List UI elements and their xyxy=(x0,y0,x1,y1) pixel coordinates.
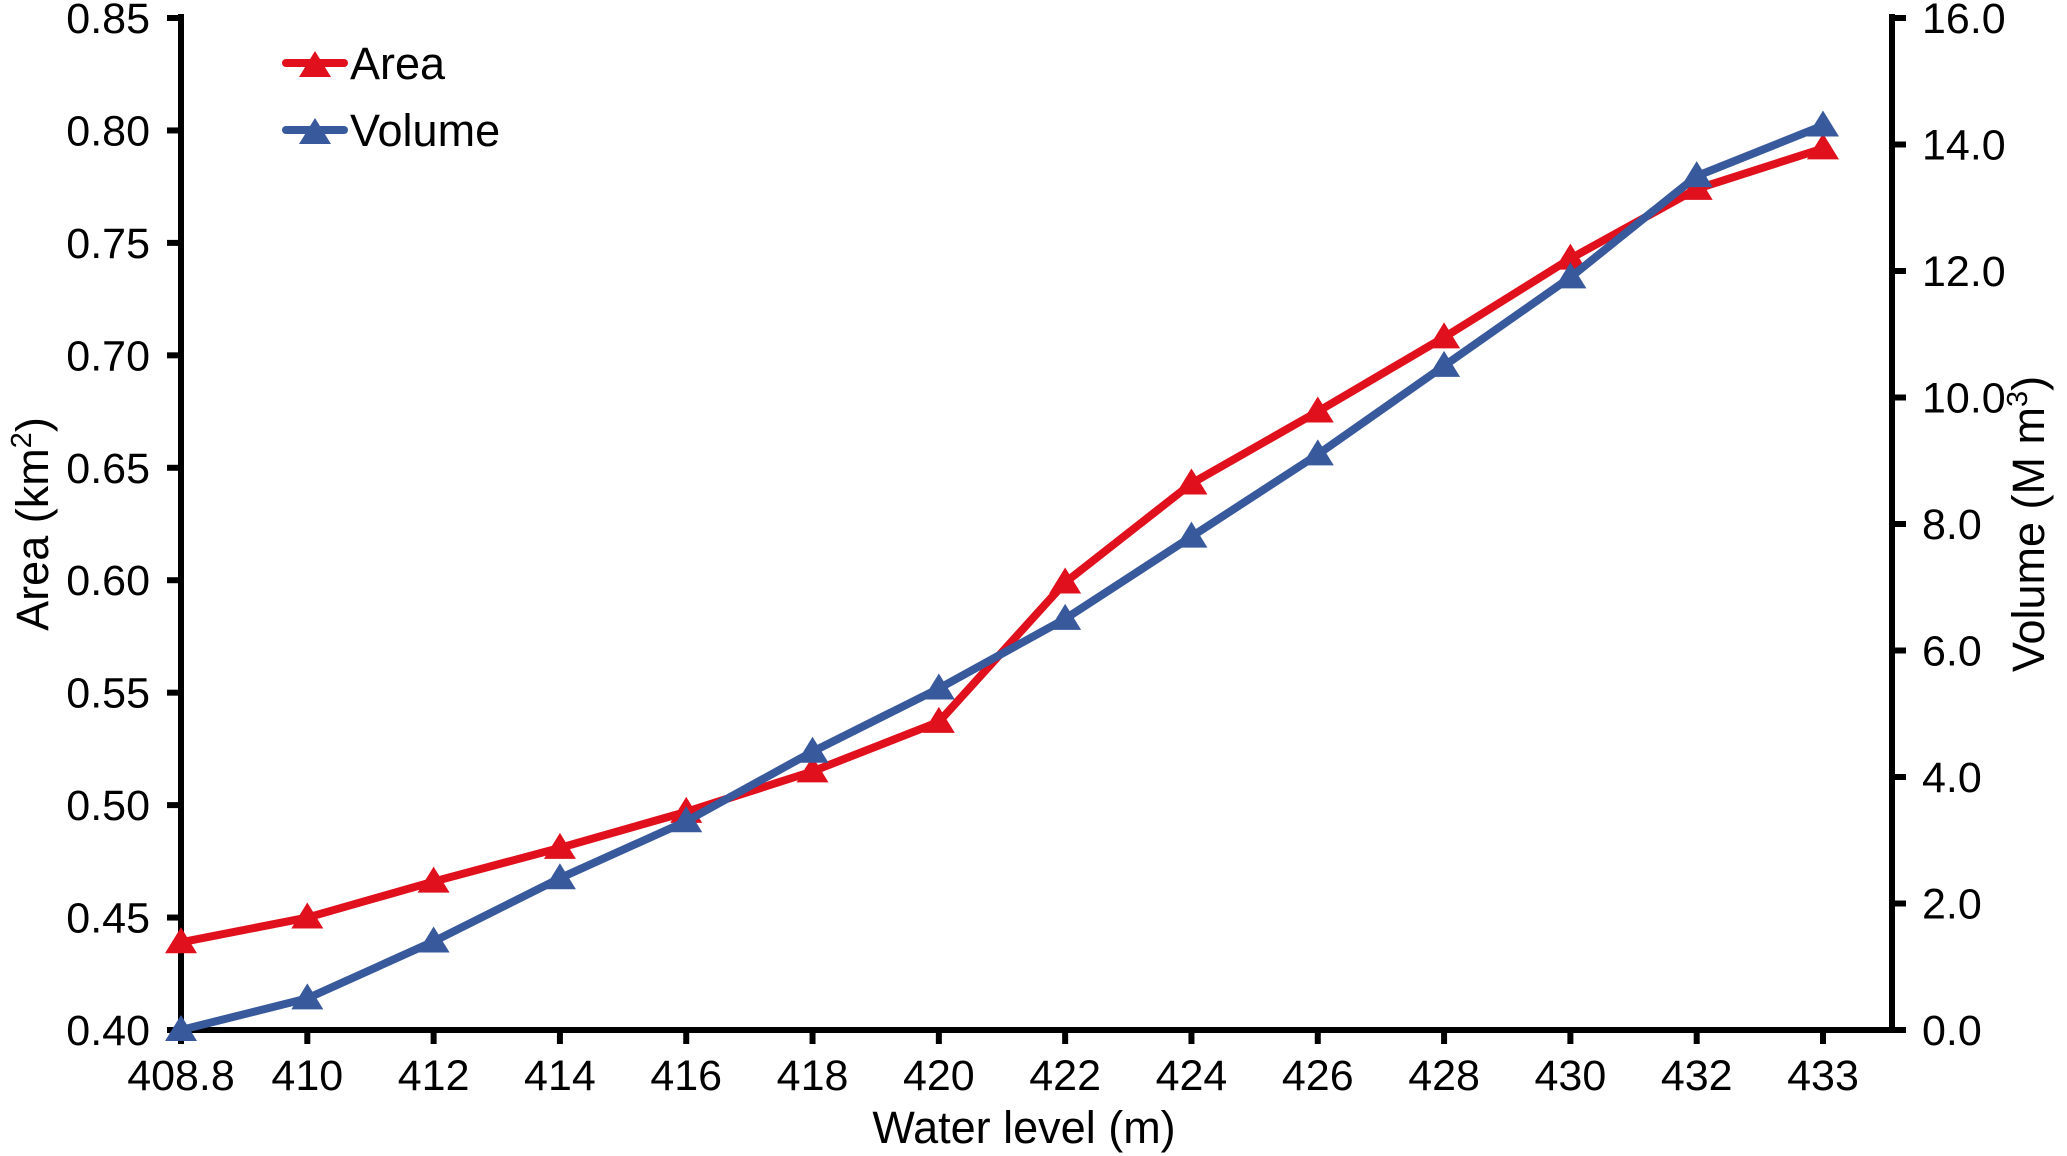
data-point-marker xyxy=(796,756,829,783)
x-axis-tick-label: 433 xyxy=(1787,1052,1859,1100)
left-axis-tick-label: 0.80 xyxy=(66,107,150,155)
data-point-marker xyxy=(670,806,703,833)
right-axis-tick-label: 6.0 xyxy=(1922,628,1982,676)
right-y-axis-title: Volume (M m3) xyxy=(2002,376,2054,672)
left-axis-tick-label: 0.65 xyxy=(66,445,150,493)
x-axis-tick-label: 428 xyxy=(1408,1052,1480,1100)
data-point-marker xyxy=(1175,521,1208,548)
right-axis-tick-label: 10.0 xyxy=(1922,375,2006,423)
x-axis-tick-label: 408.8 xyxy=(127,1052,235,1100)
data-point-marker xyxy=(1049,603,1082,630)
legend-item-label: Area xyxy=(350,38,446,89)
data-point-marker xyxy=(1554,262,1587,289)
right-axis-tick-label: 8.0 xyxy=(1922,501,1982,549)
data-point-marker xyxy=(922,706,955,733)
left-axis-tick-label: 0.85 xyxy=(66,0,150,43)
data-point-marker xyxy=(1175,468,1208,495)
data-point-marker xyxy=(1301,396,1334,423)
right-axis-tick-label: 12.0 xyxy=(1922,248,2006,296)
left-axis-tick-label: 0.70 xyxy=(66,332,150,380)
x-axis-tick-label: 432 xyxy=(1661,1052,1733,1100)
data-point-marker xyxy=(543,863,576,890)
left-axis-tick-label: 0.75 xyxy=(66,220,150,268)
right-axis-tick-label: 4.0 xyxy=(1922,754,1982,802)
data-point-marker xyxy=(922,673,955,700)
left-axis-tick-label: 0.60 xyxy=(66,557,150,605)
data-point-marker xyxy=(417,926,450,953)
data-point-marker xyxy=(1807,110,1839,137)
data-point-marker xyxy=(543,832,576,859)
left-axis-tick-label: 0.55 xyxy=(66,670,150,718)
legend-marker-icon xyxy=(299,51,331,77)
data-point-marker xyxy=(1554,243,1587,270)
series-line-volume xyxy=(177,121,1827,1034)
data-series xyxy=(165,110,1839,1041)
data-point-marker xyxy=(1428,322,1461,349)
legend-item: Volume xyxy=(282,105,500,156)
data-point-marker xyxy=(1680,161,1713,188)
x-axis-tick-label: 414 xyxy=(524,1052,596,1100)
legend-item-label: Volume xyxy=(350,105,500,156)
right-axis-tick-label: 16.0 xyxy=(1922,0,2006,43)
x-axis-tick-label: 422 xyxy=(1029,1052,1101,1100)
x-axis-tick-label: 418 xyxy=(777,1052,849,1100)
legend-item: Area xyxy=(282,38,446,89)
legend: Area Volume xyxy=(282,38,500,156)
left-y-axis-title: Area (km2) xyxy=(6,417,58,631)
x-axis-tick-label: 426 xyxy=(1282,1052,1354,1100)
x-axis-title: Water level (m) xyxy=(872,1102,1175,1153)
data-point-marker xyxy=(796,736,829,763)
data-point-marker xyxy=(1301,439,1334,466)
x-axis-tick-label: 410 xyxy=(271,1052,343,1100)
right-axis-tick-label: 14.0 xyxy=(1922,122,2006,170)
data-point-marker xyxy=(417,866,450,893)
data-point-marker xyxy=(165,927,197,954)
series-volume xyxy=(165,110,1839,1041)
left-axis-tick-label: 0.50 xyxy=(66,782,150,830)
right-axis-tick-label: 0.0 xyxy=(1922,1007,1982,1055)
data-point-marker xyxy=(165,1015,197,1041)
data-point-marker xyxy=(291,983,324,1010)
x-axis-tick-label: 416 xyxy=(650,1052,722,1100)
left-axis-tick-label: 0.40 xyxy=(66,1007,150,1055)
series-area xyxy=(165,133,1839,954)
legend-marker-icon xyxy=(299,118,331,144)
data-point-marker xyxy=(1807,133,1839,160)
x-axis-tick-label: 424 xyxy=(1156,1052,1228,1100)
right-axis-tick-label: 2.0 xyxy=(1922,881,1982,929)
data-point-marker xyxy=(1428,350,1461,377)
x-axis-tick-label: 412 xyxy=(398,1052,470,1100)
x-axis-tick-label: 430 xyxy=(1535,1052,1607,1100)
x-axis-tick-label: 420 xyxy=(903,1052,975,1100)
data-point-marker xyxy=(291,902,324,929)
left-axis-tick-label: 0.45 xyxy=(66,895,150,943)
data-point-marker xyxy=(1049,567,1082,594)
axis-ticks: 0.85 0.80 0.75 0.70 0.65 0.60 0.55 0.50 0.45 0.40… xyxy=(66,0,2005,1100)
